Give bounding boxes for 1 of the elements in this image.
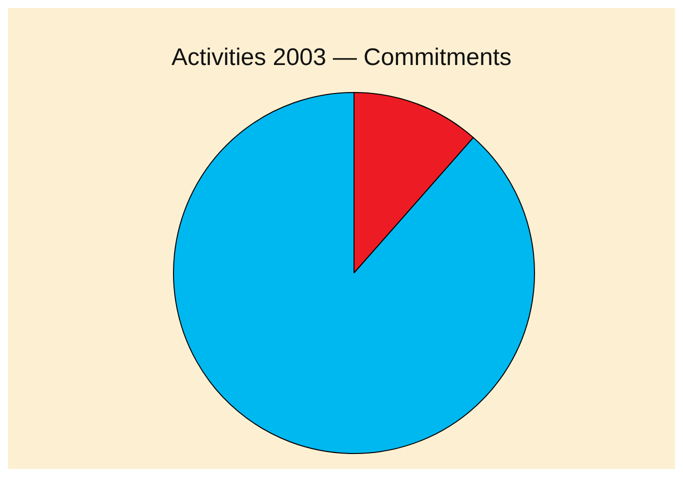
chart-title: Activities 2003 — Commitments xyxy=(170,44,513,72)
